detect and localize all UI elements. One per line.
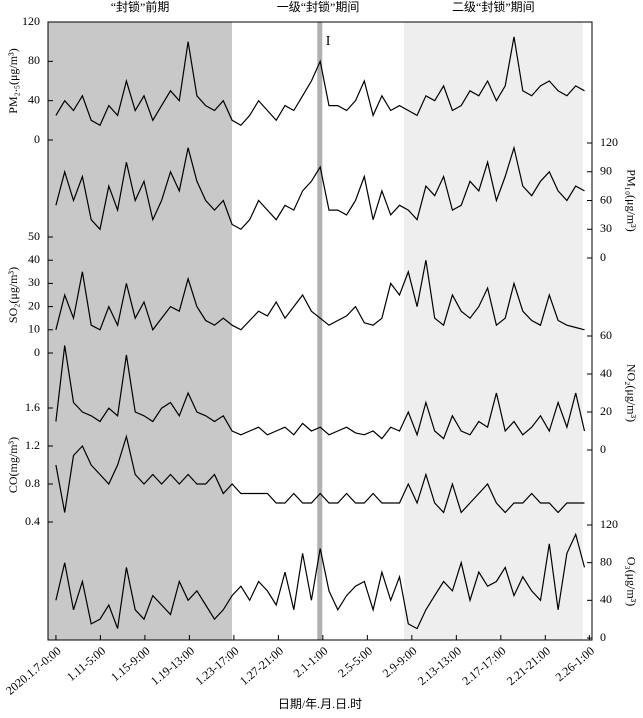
x-tick-label: 2.5-5:00	[335, 644, 375, 681]
y-tick-label: 0	[600, 630, 606, 644]
y-tick-label: 40	[600, 366, 612, 380]
y-tick-label: 80	[600, 554, 612, 568]
y-tick-label: 10	[28, 322, 40, 336]
x-tick-label: 2.1-1:00	[291, 644, 331, 681]
y-tick-label: 1.2	[25, 438, 40, 452]
x-axis-label: 日期/年.月.日.时	[278, 697, 362, 711]
x-tick-label: 1.27-21:00	[237, 644, 286, 688]
y-axis-label: PM₁₀(μg/m³)	[624, 169, 638, 231]
x-tick-label: 2.26-1:00	[553, 644, 598, 685]
x-tick-label: 2020.1.7-0:00	[3, 644, 64, 698]
series-line	[55, 145, 585, 231]
x-tick-label: 1.23-17:00	[192, 644, 241, 688]
series-line	[55, 434, 585, 514]
y-axis-label: O₃(μg/m³)	[624, 557, 638, 607]
y-tick-label: 20	[600, 404, 612, 418]
y-tick-label: 90	[600, 164, 612, 178]
series-line	[55, 532, 586, 630]
region-label: 二级“封锁”期间	[452, 0, 535, 14]
series-line	[55, 260, 585, 332]
x-tick-label: 1.11-5:00	[64, 644, 108, 684]
x-tick-label: 1.19-13:00	[148, 644, 197, 688]
y-axis-label: CO(mg/m³)	[6, 437, 20, 493]
y-tick-label: 40	[28, 252, 40, 266]
y-tick-label: 50	[28, 229, 40, 243]
y-tick-label: 40	[28, 92, 40, 106]
series-line	[55, 36, 585, 127]
y-tick-label: 0	[34, 132, 40, 146]
y-tick-label: 30	[28, 275, 40, 289]
y-axis-label: PM₂.₅(μg/m³)	[6, 48, 20, 113]
y-tick-label: 0.8	[25, 476, 40, 490]
y-tick-label: 80	[28, 53, 40, 67]
y-tick-label: 30	[600, 221, 612, 235]
x-tick-label: 2.9-9:00	[380, 644, 420, 681]
y-tick-label: 20	[28, 298, 40, 312]
region-label: “封锁”前期	[111, 0, 170, 14]
series-line	[55, 345, 586, 440]
y-tick-label: 120	[600, 135, 618, 149]
plot-frame	[47, 21, 593, 641]
x-tick-label: 2.13-13:00	[415, 644, 464, 688]
marker-label: I	[326, 34, 331, 49]
x-tick-label: 1.15-9:00	[108, 644, 153, 685]
region	[403, 22, 583, 640]
region	[48, 22, 233, 640]
marker-band	[317, 22, 323, 640]
y-axis-label: SO₂(μg/m³)	[6, 267, 20, 323]
y-tick-label: 0	[600, 250, 606, 264]
y-axis-label: NO₂(μg/m³)	[624, 364, 638, 422]
y-tick-label: 0	[34, 345, 40, 359]
y-tick-label: 40	[600, 592, 612, 606]
y-tick-label: 120	[600, 517, 618, 531]
x-tick-label: 2.21-21:00	[504, 644, 553, 688]
y-tick-label: 0.4	[25, 514, 40, 528]
y-tick-label: 1.6	[25, 400, 40, 414]
y-tick-label: 0	[600, 442, 606, 456]
y-tick-label: 120	[22, 14, 40, 28]
region-label: 一级“封锁”期间	[277, 0, 360, 14]
y-tick-label: 60	[600, 192, 612, 206]
y-tick-label: 60	[600, 328, 612, 342]
x-tick-label: 2.17-17:00	[459, 644, 508, 688]
